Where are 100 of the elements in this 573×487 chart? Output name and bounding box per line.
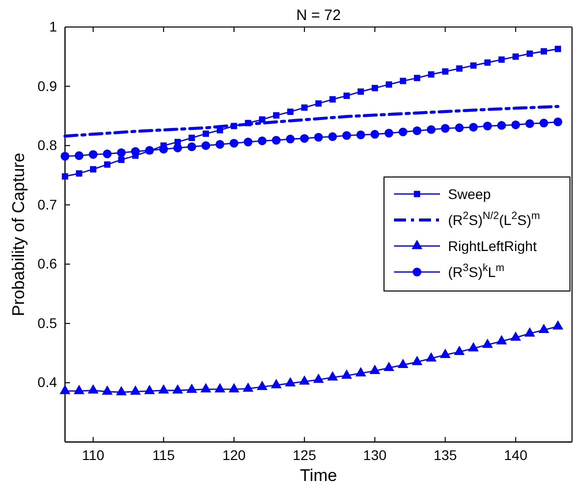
x-tick-label: 140 bbox=[504, 446, 528, 463]
point bbox=[300, 134, 309, 143]
point bbox=[62, 173, 68, 180]
point bbox=[116, 386, 127, 396]
point bbox=[497, 121, 506, 130]
point bbox=[286, 134, 295, 144]
point bbox=[88, 150, 98, 159]
point bbox=[384, 362, 394, 371]
x-tick-label: 135 bbox=[434, 446, 458, 463]
point bbox=[483, 122, 492, 130]
point bbox=[172, 384, 184, 394]
y-tick-label: 0.7 bbox=[38, 196, 58, 212]
y-tick-label: 0.8 bbox=[38, 137, 58, 154]
y-tick-label: 0.6 bbox=[38, 256, 58, 272]
point bbox=[187, 142, 196, 152]
point bbox=[525, 119, 534, 128]
legend-label: (R$^{3}$S)$^{k}$L$^{m}$ bbox=[448, 262, 505, 280]
point bbox=[498, 56, 505, 63]
point bbox=[327, 371, 338, 380]
point bbox=[400, 78, 406, 84]
point bbox=[272, 136, 281, 145]
point bbox=[370, 130, 380, 139]
point bbox=[202, 130, 209, 137]
x-tick-label: 125 bbox=[292, 446, 316, 463]
point bbox=[74, 151, 84, 160]
point bbox=[426, 352, 437, 362]
point bbox=[214, 383, 226, 392]
point bbox=[315, 100, 322, 107]
point bbox=[526, 50, 533, 57]
point bbox=[356, 130, 366, 140]
point bbox=[173, 144, 182, 152]
point bbox=[412, 126, 422, 136]
point bbox=[158, 384, 169, 394]
point bbox=[259, 116, 266, 123]
y-tick-label: 1 bbox=[49, 18, 58, 34]
point bbox=[355, 367, 366, 376]
point bbox=[188, 134, 195, 142]
point bbox=[273, 112, 280, 118]
point bbox=[456, 65, 462, 72]
point bbox=[130, 385, 141, 395]
point bbox=[510, 331, 522, 341]
point bbox=[256, 380, 268, 390]
point bbox=[216, 140, 224, 149]
point bbox=[228, 383, 240, 392]
point bbox=[201, 141, 210, 150]
point bbox=[342, 131, 352, 140]
point bbox=[484, 59, 491, 66]
point bbox=[244, 138, 252, 146]
point bbox=[116, 148, 126, 158]
point bbox=[200, 383, 212, 392]
point bbox=[554, 117, 562, 126]
x-tick-label: 110 bbox=[82, 446, 105, 463]
chart-title: N = 72 bbox=[296, 7, 341, 24]
point bbox=[284, 377, 296, 386]
point bbox=[454, 346, 465, 355]
point bbox=[428, 71, 434, 78]
legend-label: RightLeftRight bbox=[448, 238, 537, 254]
point bbox=[442, 68, 448, 75]
x-tick-label: 130 bbox=[363, 446, 387, 463]
point bbox=[270, 378, 282, 388]
point bbox=[76, 170, 82, 177]
point bbox=[468, 342, 479, 352]
y-tick-label: 0.9 bbox=[38, 78, 58, 94]
point bbox=[102, 150, 112, 158]
point bbox=[299, 375, 310, 385]
point bbox=[511, 120, 520, 130]
point bbox=[414, 74, 420, 82]
point bbox=[118, 156, 124, 163]
point bbox=[469, 122, 478, 132]
point bbox=[440, 124, 450, 133]
point bbox=[372, 84, 378, 92]
point bbox=[426, 125, 436, 134]
point bbox=[386, 81, 392, 88]
point bbox=[358, 88, 364, 95]
legend-label: (R$^{2}$S)$^{N/2}$(L$^{2}$S)$^{m}$ bbox=[448, 210, 540, 228]
y-tick-label: 0.5 bbox=[38, 314, 58, 331]
point bbox=[398, 358, 408, 368]
point bbox=[369, 364, 380, 374]
point bbox=[60, 152, 70, 161]
point bbox=[539, 118, 548, 128]
point bbox=[329, 96, 336, 102]
point bbox=[258, 136, 267, 146]
point bbox=[144, 384, 155, 394]
x-axis-title: Time bbox=[300, 466, 338, 485]
point bbox=[512, 53, 519, 60]
point bbox=[540, 48, 547, 54]
point bbox=[554, 46, 562, 52]
point bbox=[287, 108, 294, 115]
point bbox=[186, 384, 198, 393]
point bbox=[104, 161, 110, 168]
point bbox=[344, 92, 350, 99]
point bbox=[230, 138, 238, 148]
point bbox=[552, 320, 564, 330]
point bbox=[524, 327, 536, 337]
point bbox=[496, 335, 507, 344]
y-tick-label: 0.4 bbox=[38, 374, 58, 390]
point bbox=[60, 384, 70, 394]
point bbox=[482, 338, 493, 348]
point bbox=[90, 166, 96, 172]
point bbox=[470, 62, 477, 69]
